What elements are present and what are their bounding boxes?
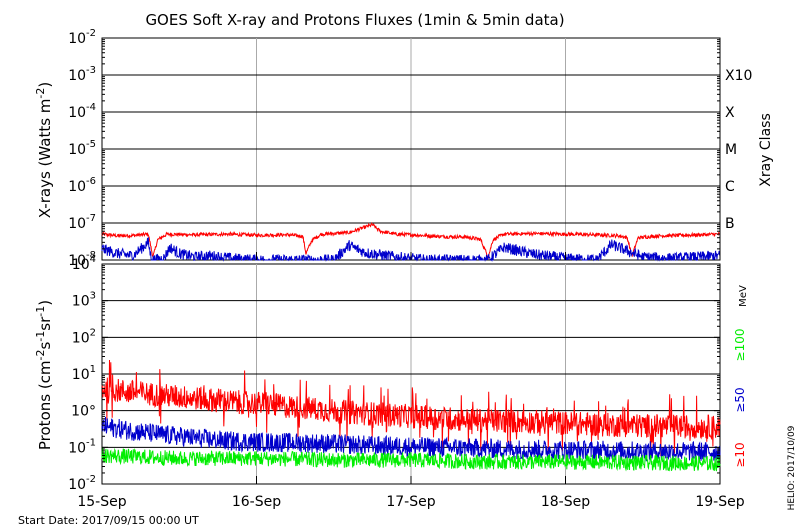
x-tick-label: 16-Sep: [232, 494, 281, 510]
y-tick-label: 10-2: [68, 474, 96, 493]
xray-class-label: X: [725, 105, 735, 121]
x-tick-label: 18-Sep: [541, 494, 590, 510]
y-tick-label: 10-1: [68, 437, 96, 456]
xray-ylabel: X-rays (Watts m-2): [34, 82, 54, 218]
xray-panel: 10-8 10-7 10-6 10-5 10-4 10-3 10-2 B C M X X10 X-r…: [34, 28, 774, 269]
proton-ylabel-sup1: -2: [34, 349, 47, 360]
proton-energy-label: ≥10: [733, 442, 747, 467]
xray-class-label: B: [725, 216, 735, 232]
y-tick-label: 10-3: [68, 65, 96, 84]
y-tick-label: 10-7: [68, 213, 96, 232]
xray-class-label: C: [725, 179, 735, 195]
y-tick-label: 102: [72, 327, 96, 346]
proton-ylabel-tail: ): [36, 300, 54, 306]
x-tick-label: 19-Sep: [695, 494, 744, 510]
helio-credit: HELIO: 2017/10/09: [787, 425, 797, 510]
y-tick-label: 101: [72, 364, 96, 383]
series-line-green: [101, 447, 721, 472]
proton-ylabel-sup3: -1: [34, 306, 47, 317]
proton-energy-label: ≥100: [733, 329, 747, 362]
y-tick-label: 10-2: [68, 28, 96, 47]
proton-ylabel-main: Protons (cm: [36, 360, 54, 450]
y-tick-label: 103: [72, 291, 96, 310]
x-tick-label: 17-Sep: [386, 494, 435, 510]
proton-ylabel-mid1: s: [36, 341, 54, 349]
xray-class-axis-label: Xray Class: [758, 113, 774, 187]
y-tick-label: 10°: [71, 404, 96, 420]
x-tick-label: 15-Sep: [77, 494, 126, 510]
chart-title: GOES Soft X-ray and Protons Fluxes (1min…: [145, 11, 564, 29]
proton-ylabel-sup2: -1: [34, 331, 47, 342]
y-tick-label: 10-5: [68, 139, 96, 158]
y-tick-label: 10-6: [68, 176, 96, 195]
y-tick-label: 104: [72, 254, 96, 273]
proton-energy-label: ≥50: [733, 387, 747, 412]
series-line-red: [101, 222, 720, 260]
proton-ylabel-mid2: sr: [36, 316, 54, 331]
xray-class-label: M: [725, 142, 737, 158]
xray-ylabel-sup: -2: [34, 88, 47, 99]
series-line-red: [101, 359, 721, 458]
xray-class-label: X10: [725, 68, 752, 84]
y-tick-label: 10-4: [68, 102, 96, 121]
proton-ylabel: Protons (cm-2s-1sr-1): [34, 300, 54, 450]
proton-unit-label: MeV: [738, 285, 749, 307]
series-line-blue: [101, 416, 721, 462]
y-tick-label: 10-8: [68, 250, 96, 269]
start-date: Start Date: 2017/09/15 00:00 UT: [18, 514, 199, 527]
xray-ylabel-main: X-rays (Watts m: [36, 99, 54, 219]
xray-ylabel-tail: ): [36, 82, 54, 88]
